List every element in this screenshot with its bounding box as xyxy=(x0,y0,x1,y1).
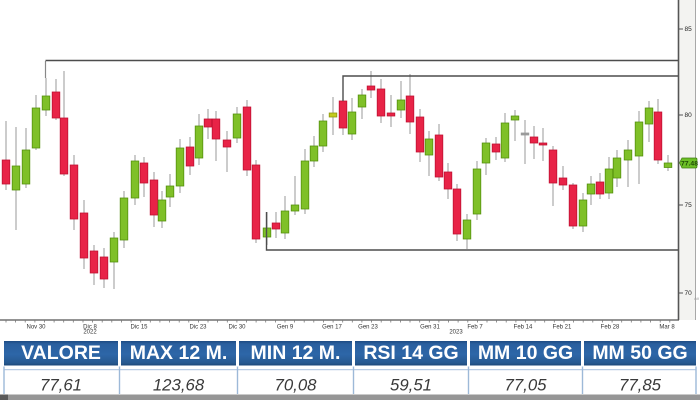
svg-text:Feb 7: Feb 7 xyxy=(467,325,483,331)
svg-text:2023: 2023 xyxy=(449,330,463,336)
svg-text:Gen 23: Gen 23 xyxy=(358,325,378,331)
svg-text:Feb 21: Feb 21 xyxy=(553,325,572,331)
svg-text:Dic 8: Dic 8 xyxy=(83,325,97,331)
svg-text:70,08: 70,08 xyxy=(275,375,318,394)
svg-text:Gen 9: Gen 9 xyxy=(277,325,294,331)
svg-text:Av: Av xyxy=(694,296,700,301)
svg-text:Gen 17: Gen 17 xyxy=(322,325,342,331)
svg-text:Feb 14: Feb 14 xyxy=(514,325,533,331)
svg-text:77,85: 77,85 xyxy=(619,375,662,394)
svg-text:70: 70 xyxy=(685,290,693,297)
svg-text:MIN 12 M.: MIN 12 M. xyxy=(251,342,341,364)
svg-text:77.48: 77.48 xyxy=(681,160,698,167)
svg-text:Dic 15: Dic 15 xyxy=(130,325,148,331)
svg-text:Feb 28: Feb 28 xyxy=(601,325,620,331)
svg-text:MAX 12 M.: MAX 12 M. xyxy=(130,342,228,364)
svg-text:MM 50 GG: MM 50 GG xyxy=(592,342,687,364)
svg-text:77,61: 77,61 xyxy=(40,375,82,394)
svg-text:123,68: 123,68 xyxy=(153,375,205,394)
svg-text:Gen 31: Gen 31 xyxy=(420,325,440,331)
svg-text:RSI 14 GG: RSI 14 GG xyxy=(363,342,458,364)
svg-text:Dic 23: Dic 23 xyxy=(189,325,207,331)
svg-text:80: 80 xyxy=(685,112,693,119)
svg-text:Dic 30: Dic 30 xyxy=(228,325,246,331)
svg-text:MM 10 GG: MM 10 GG xyxy=(478,342,573,364)
svg-text:2022: 2022 xyxy=(83,330,97,336)
svg-text:77,05: 77,05 xyxy=(505,375,548,394)
svg-text:75: 75 xyxy=(685,202,693,209)
svg-text:Nov 30: Nov 30 xyxy=(26,325,46,331)
svg-text:59,51: 59,51 xyxy=(390,375,432,394)
svg-text:85: 85 xyxy=(685,26,693,33)
svg-text:VALORE: VALORE xyxy=(21,342,101,364)
svg-text:Mar 8: Mar 8 xyxy=(659,325,675,331)
